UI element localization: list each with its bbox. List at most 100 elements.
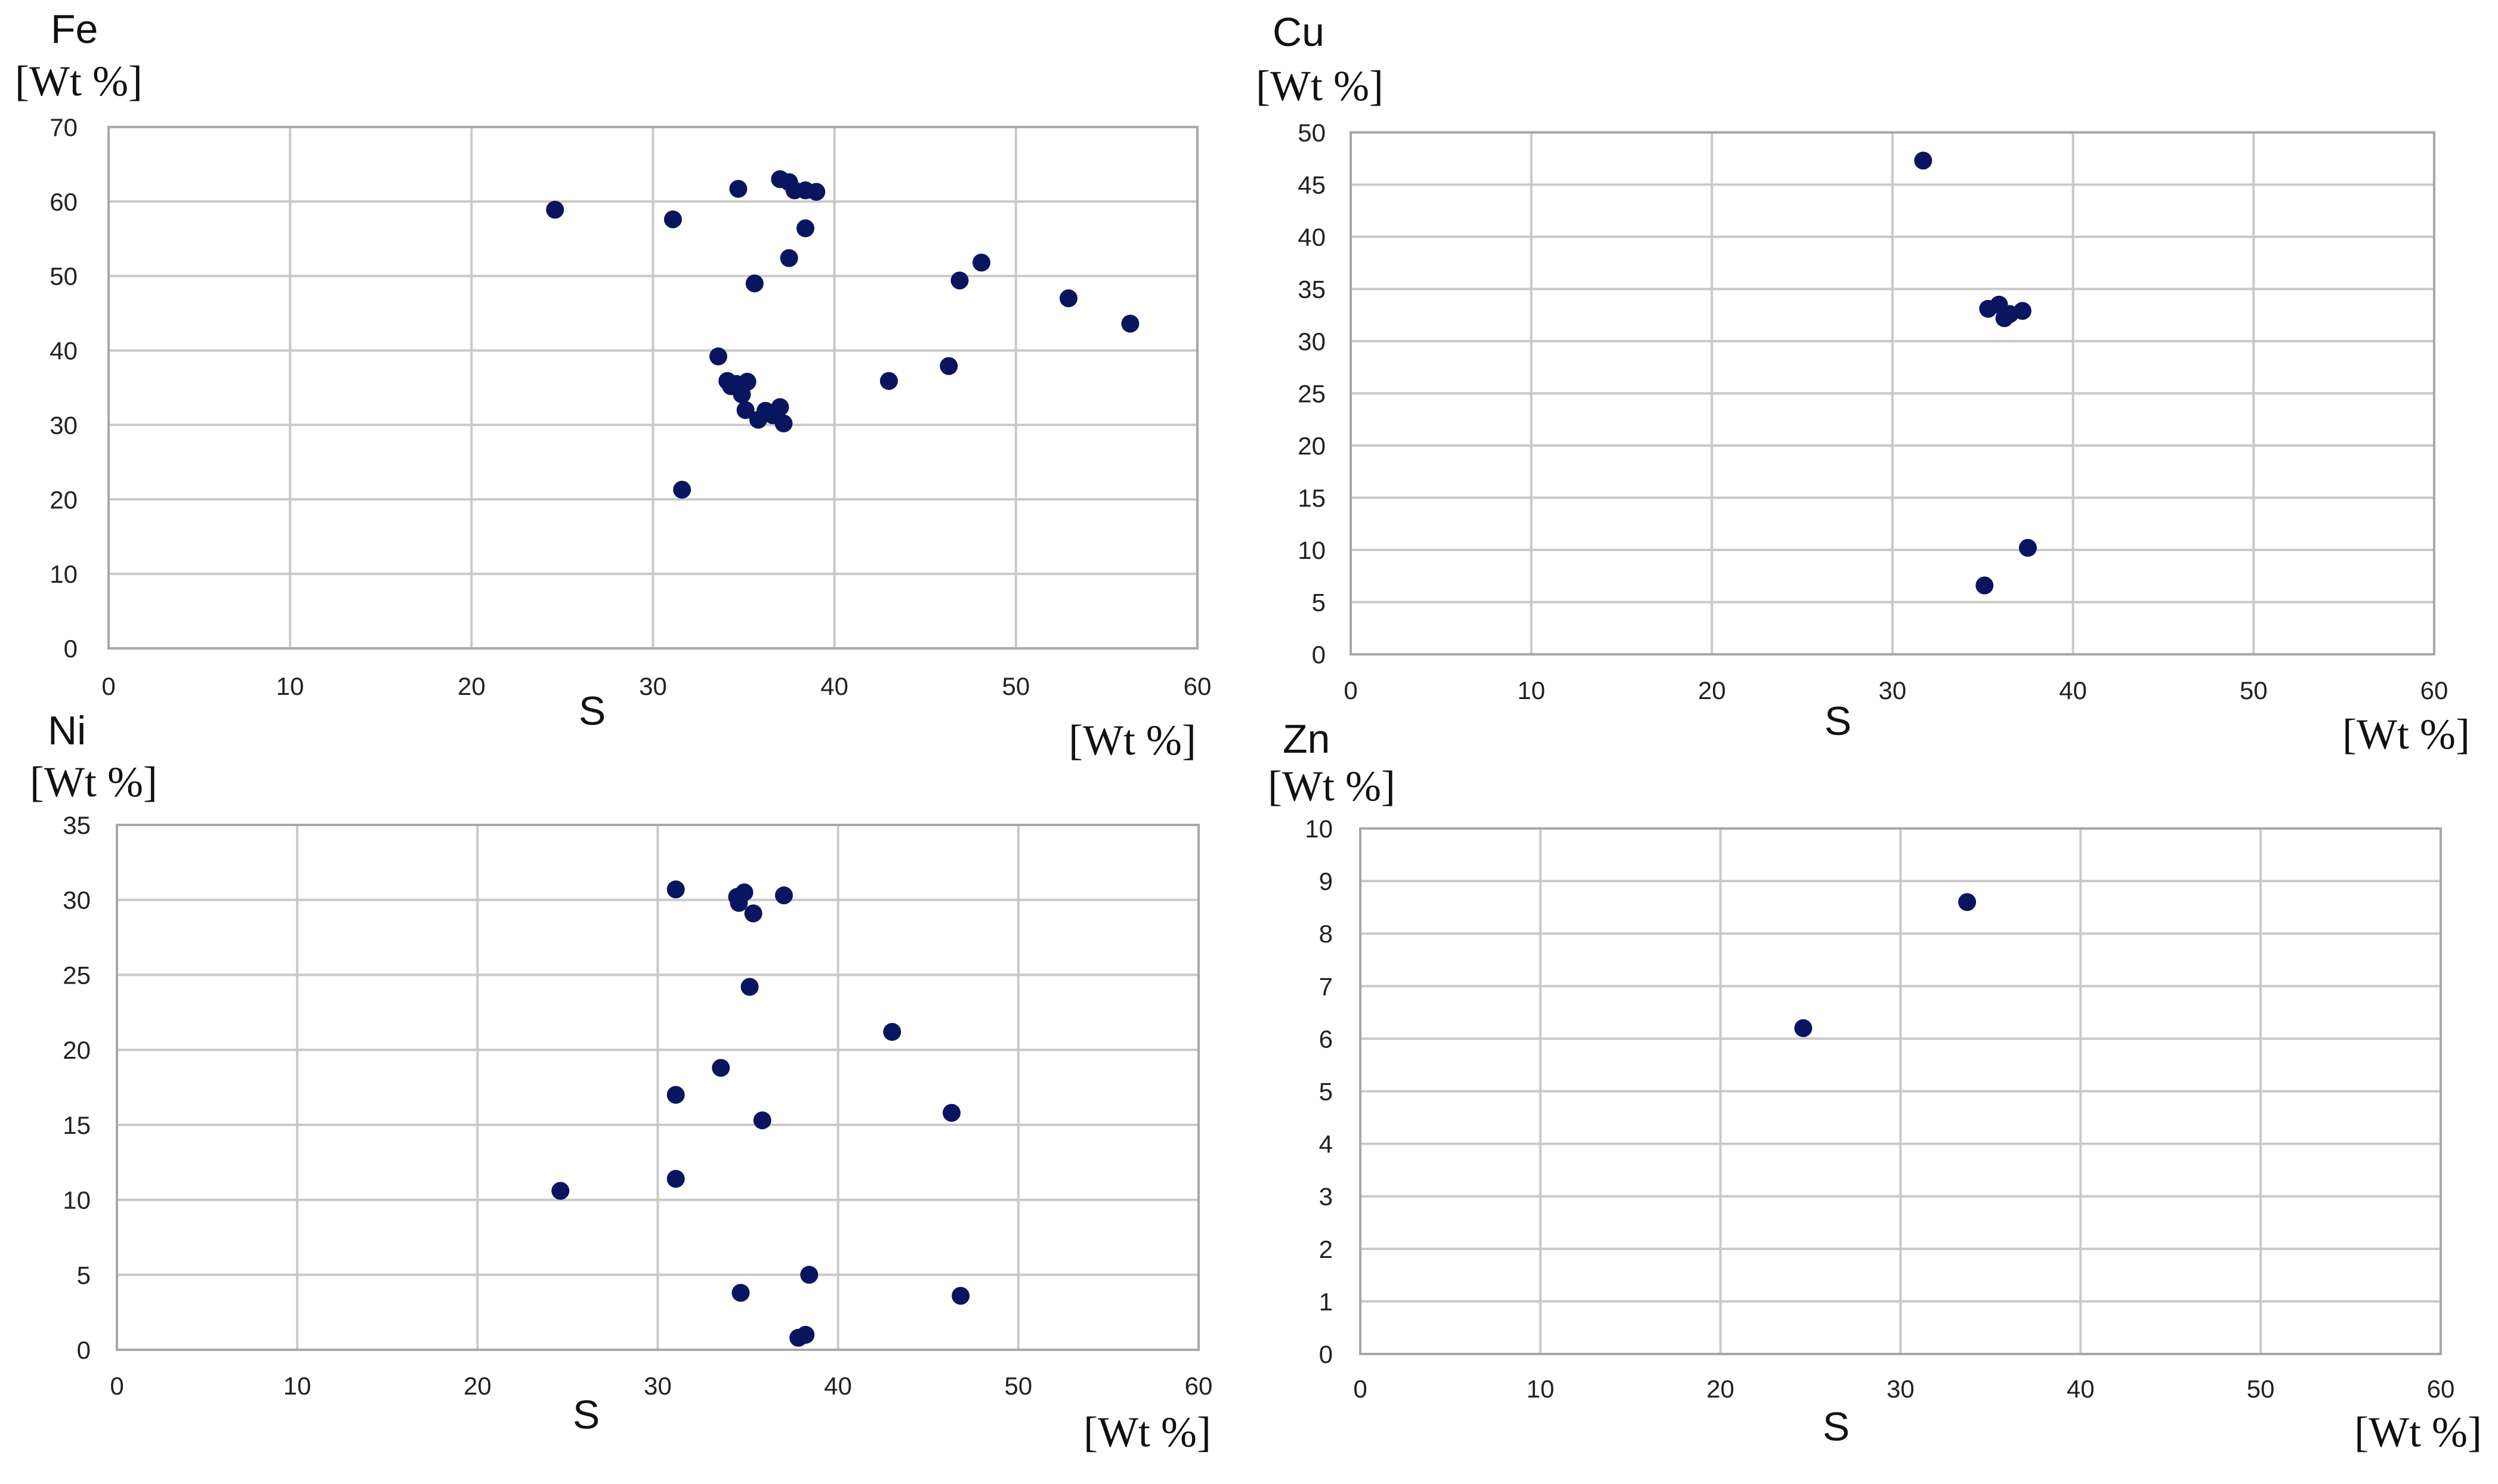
fe-plot-frame [107, 126, 1199, 650]
fe-y-tick-label: 20 [50, 486, 78, 514]
zn-x-tick-label: 50 [2247, 1375, 2275, 1403]
ni-x-tick-label: 50 [1004, 1372, 1032, 1400]
zn-y-tick-label: 9 [1319, 867, 1333, 895]
fe-data-point [663, 210, 682, 228]
fe-data-point [940, 357, 958, 375]
ni-y-tick-label: 30 [63, 886, 91, 914]
fe-data-point [796, 219, 814, 237]
ni-axis-label: Ni [48, 708, 86, 753]
cu-y-tick-label: 50 [1298, 119, 1326, 147]
zn-plot-frame [1359, 827, 2442, 1355]
fe-axis-label: Fe [51, 7, 98, 52]
fe-x-tick-label: 40 [820, 672, 848, 700]
cu-data-point [2019, 539, 2037, 557]
zn-y-tick-label: 8 [1319, 920, 1333, 948]
zn-axis-unit: [Wt %] [1268, 762, 1395, 810]
cu-x-axis-label: S [1824, 698, 1851, 744]
zn-data-point [1794, 1019, 1812, 1037]
fe-y-tick-label: 30 [50, 411, 78, 439]
ni-scatter-panel: Ni [Wt %] S [Wt %] 0 5 10 15 20 25 30 35 0 10 20 30… [30, 708, 1212, 1456]
fe-x-tick-label: 10 [276, 672, 304, 700]
ni-y-tick-label: 35 [63, 811, 91, 839]
ni-data-point [952, 1287, 970, 1305]
zn-data-point [1958, 893, 1977, 911]
ni-axis-unit: [Wt %] [30, 758, 158, 806]
fe-x-axis-unit: [Wt %] [1069, 716, 1196, 764]
fe-y-tick-label: 0 [64, 635, 78, 663]
fe-data-point [745, 274, 764, 293]
fe-y-tick-label: 10 [50, 560, 78, 588]
fe-data-point [879, 372, 898, 390]
fe-x-tick-label: 20 [458, 672, 486, 700]
cu-y-tick-label: 5 [1312, 589, 1326, 617]
ni-data-point [666, 1170, 685, 1188]
fe-y-tick-label: 70 [50, 113, 78, 141]
zn-x-tick-label: 60 [2427, 1375, 2455, 1403]
ni-data-point [800, 1266, 819, 1284]
cu-data-point [2013, 302, 2031, 320]
fe-data-point [736, 401, 755, 419]
cu-x-tick-label: 30 [1879, 676, 1907, 704]
ni-y-tick-label: 10 [63, 1186, 91, 1214]
zn-axis-label: Zn [1283, 716, 1330, 762]
fe-data-point [771, 398, 789, 416]
ni-y-tick-label: 25 [63, 961, 91, 989]
zn-x-tick-label: 40 [2067, 1375, 2095, 1403]
fe-data-point [972, 253, 991, 272]
cu-x-tick-label: 40 [2059, 676, 2087, 704]
zn-y-tick-label: 10 [1305, 815, 1333, 843]
fe-axis-unit: [Wt %] [15, 57, 143, 105]
zn-x-axis-unit: [Wt %] [2354, 1408, 2482, 1456]
fe-x-tick-label: 50 [1002, 672, 1030, 700]
cu-data-point [1975, 576, 1994, 595]
ni-y-tick-label: 5 [77, 1261, 91, 1289]
fe-data-point [1060, 289, 1078, 308]
ni-x-tick-label: 40 [824, 1372, 852, 1400]
cu-y-tick-label: 15 [1298, 484, 1326, 512]
fe-y-tick-label: 60 [50, 188, 78, 216]
zn-y-tick-label: 1 [1319, 1288, 1333, 1316]
fe-data-point [807, 183, 826, 201]
zn-y-tick-label: 7 [1319, 972, 1333, 1000]
ni-data-point [796, 1325, 815, 1344]
ni-plot-frame [116, 824, 1200, 1351]
zn-y-tick-label: 5 [1319, 1078, 1333, 1106]
cu-scatter-panel: Cu [Wt %] S [Wt %] 0 5 10 15 20 25 30 35 40 45 50 0… [1256, 10, 2470, 758]
zn-y-tick-label: 2 [1319, 1235, 1333, 1263]
ni-data-point [883, 1022, 901, 1041]
cu-y-tick-label: 25 [1298, 380, 1326, 408]
cu-y-tick-label: 35 [1298, 276, 1326, 304]
ni-data-point [943, 1103, 961, 1122]
fe-data-point [709, 347, 727, 366]
ni-data-point [744, 904, 762, 923]
zn-scatter-panel: Zn [Wt %] S [Wt %] 0 1 2 3 4 5 6 7 8 9 10 0 10 20 30 40… [1268, 716, 2482, 1456]
ni-y-tick-label: 15 [63, 1111, 91, 1139]
ni-x-tick-label: 20 [464, 1372, 492, 1400]
cu-y-tick-label: 20 [1298, 432, 1326, 460]
ni-x-tick-label: 30 [644, 1372, 672, 1400]
cu-axis-label: Cu [1273, 10, 1324, 55]
ni-x-axis-unit: [Wt %] [1083, 1408, 1211, 1456]
ni-data-point [551, 1182, 570, 1200]
ni-data-point [775, 886, 793, 905]
fe-data-point [950, 271, 969, 290]
fe-x-axis-label: S [579, 688, 606, 734]
fe-x-tick-label: 30 [639, 672, 667, 700]
ni-x-tick-label: 10 [283, 1372, 311, 1400]
zn-x-tick-label: 30 [1886, 1375, 1915, 1403]
cu-y-tick-label: 0 [1312, 641, 1326, 669]
fe-y-tick-label: 50 [50, 262, 78, 290]
cu-y-tick-label: 10 [1298, 536, 1326, 564]
zn-y-tick-label: 3 [1319, 1183, 1333, 1211]
ni-x-tick-label: 0 [110, 1372, 123, 1400]
fe-x-tick-label: 0 [101, 672, 115, 700]
zn-y-tick-label: 0 [1319, 1340, 1333, 1368]
cu-x-tick-label: 10 [1517, 676, 1545, 704]
cu-y-tick-label: 40 [1298, 223, 1326, 251]
ni-x-axis-label: S [573, 1392, 600, 1437]
ni-data-point [666, 880, 685, 899]
cu-plot-frame [1350, 131, 2435, 656]
zn-x-tick-label: 20 [1706, 1375, 1734, 1403]
fe-x-tick-label: 60 [1184, 672, 1212, 700]
fe-data-point [729, 180, 748, 198]
